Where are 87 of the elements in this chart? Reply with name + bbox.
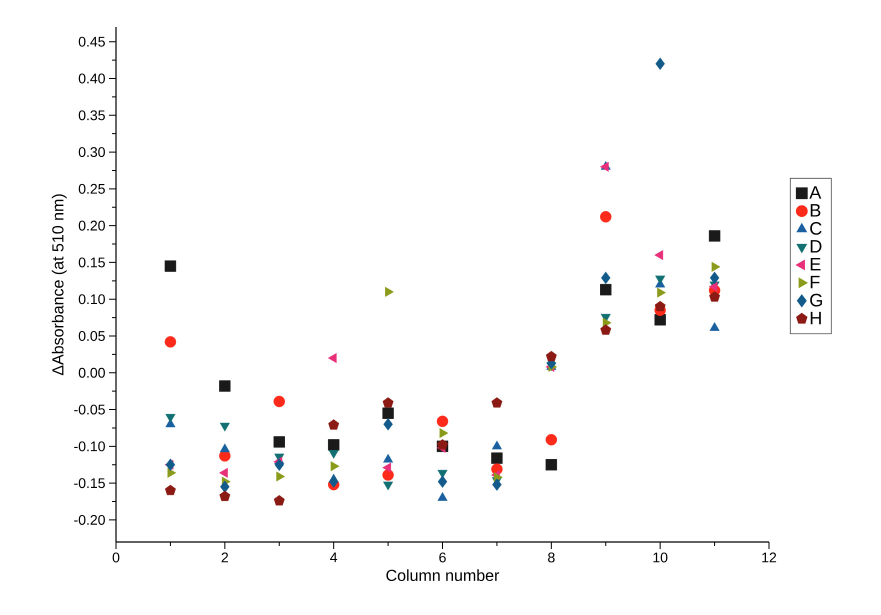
y-tick-label: 0.25 — [78, 184, 105, 194]
y-tick-label: 0.35 — [78, 110, 105, 120]
y-tick-label: 0.20 — [78, 220, 105, 231]
legend-label: A — [809, 186, 822, 199]
point — [546, 434, 558, 446]
point — [655, 276, 666, 284]
y-tick-label: 0.40 — [78, 74, 105, 84]
point — [440, 428, 448, 438]
point — [383, 482, 394, 490]
y-tick-label: -0.05 — [74, 404, 105, 415]
point — [219, 490, 230, 502]
point — [654, 300, 666, 312]
point — [383, 418, 393, 430]
x-tick-label: 6 — [439, 552, 446, 562]
point — [600, 324, 612, 335]
point — [492, 440, 502, 450]
point — [654, 250, 664, 260]
point — [164, 260, 176, 272]
point — [438, 475, 448, 488]
point — [657, 288, 666, 298]
y-tick-label: 0.05 — [78, 331, 105, 341]
point — [600, 211, 612, 223]
y-tick-label: 0.00 — [78, 368, 105, 378]
point — [220, 444, 230, 452]
point — [546, 459, 558, 470]
point — [491, 397, 502, 408]
point — [220, 480, 230, 494]
point — [382, 469, 394, 481]
point — [328, 475, 338, 488]
point — [328, 419, 340, 430]
point — [383, 454, 394, 463]
point — [220, 422, 230, 432]
point — [708, 230, 720, 242]
point — [219, 468, 228, 478]
point — [437, 439, 448, 450]
point — [382, 408, 394, 419]
point — [274, 458, 284, 471]
point — [219, 380, 231, 392]
point — [600, 284, 612, 296]
x-tick-label: 12 — [762, 552, 776, 562]
point — [167, 468, 176, 478]
point — [164, 336, 176, 348]
point — [709, 291, 720, 302]
legend-label: G — [810, 294, 822, 307]
point — [492, 478, 502, 491]
point — [436, 416, 448, 428]
point — [491, 452, 503, 464]
point — [382, 397, 394, 408]
point — [712, 262, 720, 272]
legend-label: D — [810, 240, 822, 253]
point — [164, 484, 176, 496]
point — [710, 322, 720, 331]
point — [165, 414, 176, 423]
x-tick-label: 2 — [222, 552, 228, 562]
point — [655, 58, 665, 70]
y-tick-label: -0.15 — [74, 478, 105, 488]
point — [274, 436, 285, 448]
x-tick-label: 0 — [112, 552, 120, 562]
legend-label: F — [810, 276, 820, 288]
legend-label: B — [810, 204, 820, 217]
point — [546, 350, 557, 362]
point — [601, 272, 610, 284]
point — [654, 314, 666, 326]
y-tick-label: 0.10 — [78, 294, 105, 304]
x-tick-label: 4 — [330, 552, 338, 562]
y-tick-label: -0.10 — [74, 441, 105, 452]
point — [710, 272, 720, 284]
x-axis-title: Column number — [386, 569, 500, 582]
point — [330, 461, 340, 472]
x-tick-label: 10 — [653, 552, 668, 562]
y-tick-label: 0.45 — [78, 36, 105, 47]
legend-label: C — [810, 222, 822, 235]
point — [276, 472, 285, 482]
point — [274, 495, 285, 506]
y-tick-label: 0.15 — [78, 257, 105, 268]
y-tick-label: -0.20 — [74, 514, 105, 525]
y-axis-title: ΔAbsorbance (at 510 nm) — [52, 194, 67, 376]
point — [382, 462, 392, 473]
y-tick-label: 0.30 — [78, 147, 105, 158]
point — [274, 396, 285, 408]
legend-label: E — [810, 258, 821, 270]
point — [328, 353, 337, 364]
legend-label: H — [810, 312, 821, 324]
point — [438, 492, 448, 501]
point — [328, 439, 340, 451]
point — [385, 286, 394, 297]
x-tick-label: 8 — [548, 552, 555, 562]
